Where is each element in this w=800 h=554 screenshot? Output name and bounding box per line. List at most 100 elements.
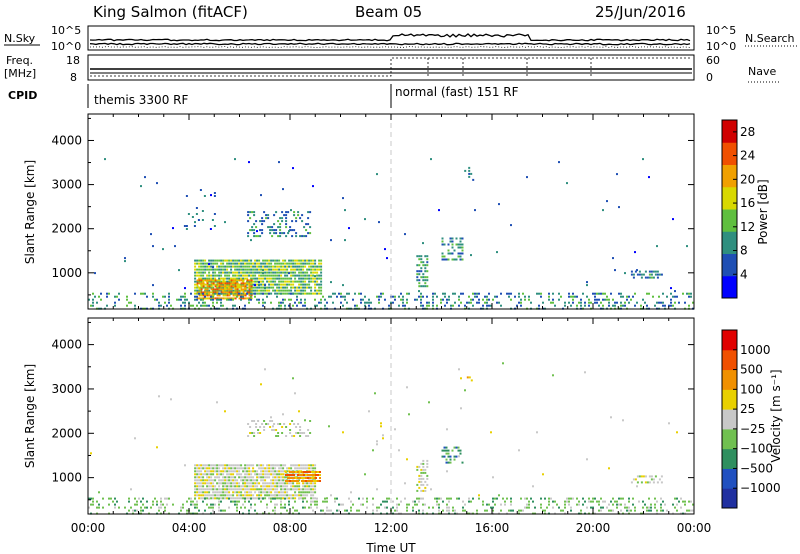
range-cell xyxy=(234,292,237,295)
range-cell xyxy=(244,268,247,271)
range-cell xyxy=(406,301,408,304)
range-cell xyxy=(306,491,309,494)
range-cell xyxy=(620,497,622,500)
range-cell xyxy=(308,292,311,295)
range-cell xyxy=(320,509,322,512)
range-cell xyxy=(201,219,204,221)
range-cell xyxy=(302,292,305,295)
range-cell xyxy=(392,506,394,509)
range-cell xyxy=(224,259,227,262)
range-cell xyxy=(285,426,288,428)
range-cell xyxy=(200,279,203,282)
range-cell xyxy=(228,485,231,488)
range-cell xyxy=(594,298,596,301)
range-cell xyxy=(256,494,259,497)
range-cell xyxy=(272,473,275,476)
range-cell xyxy=(386,257,388,260)
range-cell xyxy=(447,249,450,252)
range-cell xyxy=(286,274,289,277)
range-cell xyxy=(634,509,636,512)
colorbar-segment xyxy=(722,231,737,254)
range-cell xyxy=(198,271,201,274)
range-cell xyxy=(690,295,692,298)
range-cell xyxy=(422,261,425,264)
range-cell xyxy=(424,276,427,279)
range-cell xyxy=(234,491,237,494)
range-cell xyxy=(382,437,384,440)
range-cell xyxy=(442,292,444,295)
range-cell xyxy=(260,289,263,292)
range-cell xyxy=(418,486,421,489)
range-cell xyxy=(295,217,298,220)
range-cell xyxy=(296,509,298,512)
range-cell xyxy=(356,509,358,512)
range-cell xyxy=(210,280,213,283)
range-cell xyxy=(320,289,323,292)
range-cell xyxy=(270,277,273,280)
range-cell xyxy=(220,464,223,467)
range-cell xyxy=(280,473,283,476)
range-cell xyxy=(293,435,296,437)
range-cell xyxy=(238,485,241,488)
range-cell xyxy=(226,297,229,300)
range-cell xyxy=(626,298,628,301)
range-cell xyxy=(314,280,317,283)
range-cell xyxy=(506,292,508,295)
range-cell xyxy=(216,470,219,473)
range-cell xyxy=(510,509,512,512)
range-cell xyxy=(319,477,321,479)
range-cell xyxy=(114,295,116,298)
range-cell xyxy=(302,277,305,280)
range-cell xyxy=(426,276,429,279)
range-cell xyxy=(304,482,307,485)
range-cell xyxy=(492,509,494,512)
range-cell xyxy=(290,289,293,292)
range-cell xyxy=(319,471,321,473)
range-cell xyxy=(106,292,108,295)
range-cell xyxy=(426,304,428,307)
range-cell xyxy=(446,470,448,473)
range-cell xyxy=(508,292,510,295)
range-cell xyxy=(92,304,94,307)
range-cell xyxy=(247,211,250,214)
range-cell xyxy=(204,497,206,500)
range-cell xyxy=(292,280,295,283)
range-cell xyxy=(244,277,247,280)
range-cell xyxy=(90,503,92,506)
x-tick-label: 08:00 xyxy=(273,521,308,535)
range-cell xyxy=(492,497,494,500)
range-cell xyxy=(198,482,201,485)
range-cell xyxy=(472,304,474,307)
range-cell xyxy=(226,277,229,280)
range-cell xyxy=(292,482,295,485)
range-cell xyxy=(296,485,299,488)
range-cell xyxy=(256,265,259,268)
range-cell xyxy=(258,476,261,479)
range-cell xyxy=(310,265,313,268)
range-cell xyxy=(482,503,484,506)
range-cell xyxy=(224,297,227,300)
range-cell xyxy=(300,289,303,292)
range-cell xyxy=(260,262,263,265)
range-cell xyxy=(278,479,281,482)
colorbar-segment xyxy=(722,488,737,509)
range-cell xyxy=(674,290,676,293)
range-cell xyxy=(238,285,241,288)
colorbar-segment xyxy=(722,330,737,351)
range-cell xyxy=(216,497,219,500)
range-cell xyxy=(192,304,194,307)
range-cell xyxy=(610,416,612,419)
range-cell xyxy=(274,491,277,494)
range-cell xyxy=(670,292,672,295)
range-cell xyxy=(210,476,213,479)
colorbar-tick-label: 1000 xyxy=(740,343,771,357)
range-cell xyxy=(670,304,672,307)
range-cell xyxy=(308,268,311,271)
range-cell xyxy=(194,274,197,277)
range-cell xyxy=(488,298,490,301)
range-cell xyxy=(218,473,221,476)
range-cell xyxy=(446,428,448,431)
range-cell xyxy=(248,274,251,277)
range-cell xyxy=(98,295,100,298)
range-cell xyxy=(384,500,386,503)
